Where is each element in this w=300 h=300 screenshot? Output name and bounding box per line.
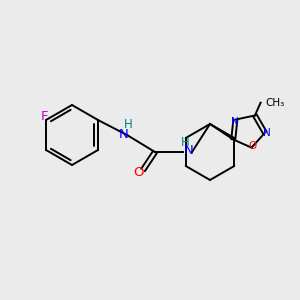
Text: N: N xyxy=(263,128,271,138)
Text: N: N xyxy=(184,145,194,158)
Text: F: F xyxy=(40,110,48,124)
Text: N: N xyxy=(232,117,239,127)
Text: CH₃: CH₃ xyxy=(266,98,285,108)
Text: O: O xyxy=(134,166,144,178)
Text: H: H xyxy=(124,118,132,131)
Text: O: O xyxy=(248,141,257,151)
Text: N: N xyxy=(119,128,129,140)
Text: H: H xyxy=(181,136,189,148)
